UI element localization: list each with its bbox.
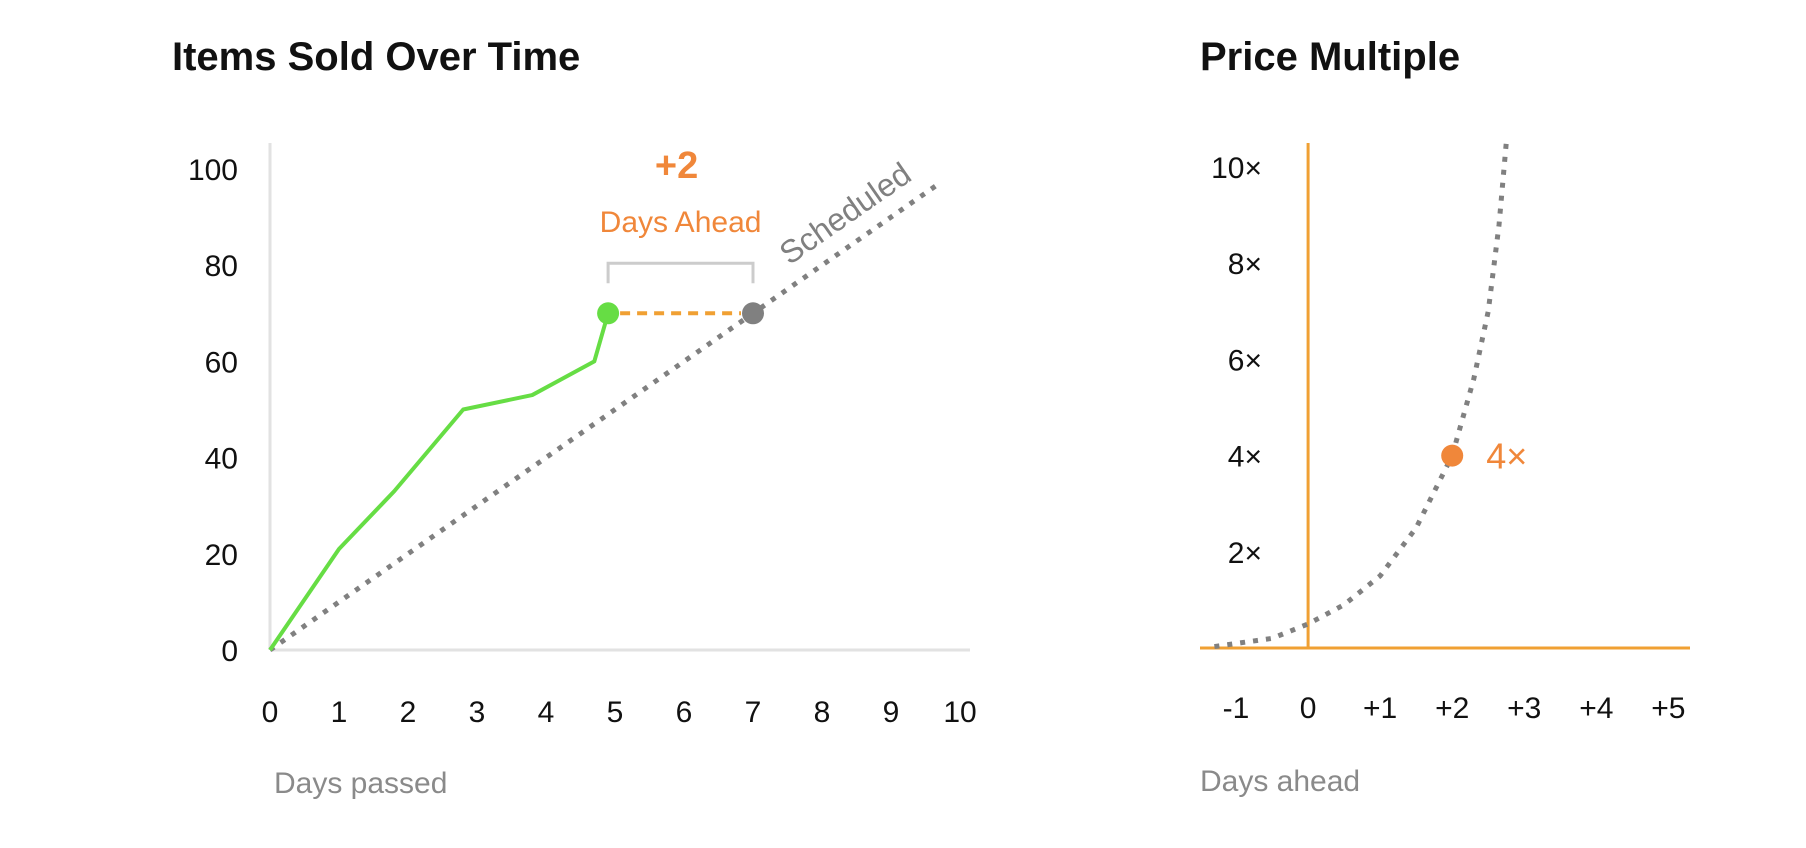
left-y-tick-label: 80 [205, 250, 238, 283]
left-x-tick-label: 0 [262, 696, 279, 729]
price-multiple-chart: Price Multiple 2× 4× 6× 8× 10× -1 0 +1 +2 +3 +4 +5… [1200, 35, 1690, 798]
right-y-tick-label: 4× [1228, 441, 1262, 474]
left-x-tick-label: 5 [607, 696, 624, 729]
right-x-tick-label: +3 [1507, 692, 1541, 725]
price-multiple-curve [1214, 142, 1509, 650]
left-y-ticks: 0 20 40 60 80 100 [188, 154, 238, 668]
scheduled-line [268, 181, 941, 653]
days-passed-label: Days passed [274, 767, 447, 800]
right-y-ticks: 2× 4× 6× 8× 10× [1211, 152, 1262, 570]
left-x-tick-label: 6 [676, 696, 693, 729]
left-x-tick-label: 8 [814, 696, 831, 729]
left-y-tick-label: 100 [188, 154, 238, 187]
right-x-tick-label: -1 [1223, 692, 1250, 725]
left-x-tick-label: 2 [400, 696, 417, 729]
items-sold-chart: Items Sold Over Time 0 20 40 60 80 100 0 1 2 3 4 5… [172, 35, 977, 800]
left-x-tick-label: 3 [469, 696, 486, 729]
right-x-tick-label: +5 [1651, 692, 1685, 725]
days-ahead-bracket [606, 261, 755, 284]
left-x-tick-label: 9 [883, 696, 900, 729]
right-x-tick-label: +2 [1435, 692, 1469, 725]
left-x-tick-label: 7 [745, 696, 762, 729]
items-sold-title: Items Sold Over Time [172, 35, 580, 79]
right-y-tick-label: 8× [1228, 248, 1262, 281]
right-x-tick-label: +1 [1363, 692, 1397, 725]
actual-point [597, 302, 620, 325]
days-ahead-axis-label: Days ahead [1200, 765, 1360, 798]
scheduled-label: Scheduled [773, 155, 918, 271]
left-y-tick-label: 40 [205, 443, 238, 476]
price-multiple-title: Price Multiple [1200, 35, 1460, 79]
right-y-tick-label: 10× [1211, 152, 1262, 185]
left-x-tick-label: 4 [538, 696, 555, 729]
right-x-ticks: -1 0 +1 +2 +3 +4 +5 [1223, 692, 1686, 725]
price-multiple-point [1441, 444, 1464, 467]
left-y-tick-label: 60 [205, 346, 238, 379]
days-ahead-value: +2 [655, 145, 698, 187]
right-y-tick-label: 2× [1228, 537, 1262, 570]
price-multiple-value: 4× [1486, 436, 1527, 477]
left-x-tick-label: 10 [943, 696, 976, 729]
right-y-tick-label: 6× [1228, 344, 1262, 377]
left-x-tick-label: 1 [331, 696, 348, 729]
right-x-tick-label: 0 [1300, 692, 1317, 725]
left-x-ticks: 0 1 2 3 4 5 6 7 8 9 10 [262, 696, 977, 729]
right-x-tick-label: +4 [1579, 692, 1613, 725]
left-y-tick-label: 0 [221, 635, 238, 668]
scheduled-point [742, 302, 764, 325]
left-y-tick-label: 20 [205, 539, 238, 572]
actual-sales-line [268, 312, 611, 652]
days-ahead-label: Days Ahead [600, 206, 762, 239]
